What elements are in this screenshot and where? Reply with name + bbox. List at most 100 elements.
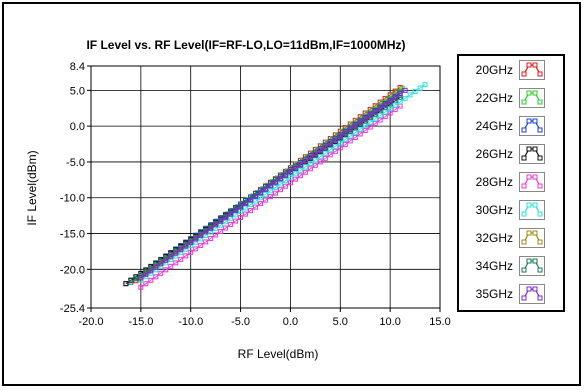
tick-layer: -20.0 -15.0 -10.0 -5.0 0.0 5.0 10.0 15.0 8.4 5.0 0… — [60, 61, 451, 328]
data-point — [292, 171, 298, 177]
legend-marker — [521, 155, 527, 161]
x-tick-label: 0.0 — [283, 316, 298, 328]
data-point — [287, 180, 293, 186]
data-point — [277, 176, 283, 182]
data-point — [302, 169, 308, 175]
legend-marker — [526, 230, 532, 236]
data-point — [282, 178, 288, 184]
data-point — [173, 260, 179, 266]
data-point — [213, 222, 219, 228]
data-point — [198, 236, 204, 242]
data-point — [302, 164, 308, 170]
y-tick-label: -10.0 — [60, 193, 85, 205]
legend-item: 24GHz — [459, 114, 563, 140]
legend-marker — [537, 127, 543, 133]
data-point — [138, 284, 144, 290]
legend-marker — [532, 118, 538, 124]
legend-swatch — [519, 60, 545, 80]
legend-swatch — [519, 284, 545, 304]
data-point — [367, 112, 373, 118]
legend-item: 22GHz — [459, 86, 563, 112]
legend-marker — [526, 286, 532, 292]
y-tick-label: -25.4 — [60, 303, 85, 315]
y-axis-label: IF Level(dBm) — [25, 150, 39, 225]
y-tick-label: 8.4 — [70, 61, 85, 73]
legend-label: 24GHz — [475, 119, 513, 133]
legend-label: 35GHz — [475, 287, 513, 301]
data-point — [248, 197, 254, 203]
data-point — [322, 144, 328, 150]
legend-label: 20GHz — [475, 63, 513, 77]
data-point — [228, 222, 234, 228]
data-point — [188, 249, 194, 255]
data-point — [267, 194, 273, 200]
legend-marker — [532, 202, 538, 208]
legend-marker — [532, 90, 538, 96]
data-point — [198, 232, 204, 238]
data-point — [168, 254, 174, 260]
data-point — [387, 98, 393, 104]
x-tick-label: -5.0 — [231, 316, 250, 328]
legend-label: 32GHz — [475, 231, 513, 245]
data-point — [347, 126, 353, 132]
series-layer — [123, 82, 428, 290]
data-point — [417, 85, 423, 91]
data-point — [193, 246, 199, 252]
data-point — [322, 150, 328, 156]
y-tick-label: 5.0 — [70, 85, 85, 97]
data-point — [213, 232, 219, 238]
data-point — [337, 140, 343, 146]
data-point — [412, 88, 418, 94]
legend-item: 32GHz — [459, 226, 563, 252]
data-point — [238, 215, 244, 221]
data-point — [312, 162, 318, 168]
data-point — [208, 225, 214, 231]
legend-swatch — [519, 172, 545, 192]
data-point — [382, 109, 388, 115]
data-point — [163, 257, 169, 263]
data-point — [322, 155, 328, 161]
y-tick-label: 0.0 — [70, 121, 85, 133]
y-tick-label: -15.0 — [60, 229, 85, 241]
legend-item: 20GHz — [459, 58, 563, 84]
legend-line — [523, 260, 541, 271]
legend-marker — [526, 146, 532, 152]
data-point — [367, 119, 373, 125]
chart-title: IF Level vs. RF Level(IF=RF-LO,LO=11dBm,… — [86, 38, 405, 52]
data-point — [342, 130, 348, 136]
data-point — [203, 239, 209, 245]
data-point — [307, 155, 313, 161]
data-point — [282, 172, 288, 178]
data-point — [168, 263, 174, 269]
series-35GHz — [138, 87, 408, 281]
data-point — [138, 272, 144, 278]
data-point — [327, 152, 333, 158]
legend-item: 30GHz — [459, 198, 563, 224]
data-point — [272, 179, 278, 185]
data-point — [143, 269, 149, 275]
legend-marker — [537, 295, 543, 301]
legend-swatch — [519, 116, 545, 136]
legend-label: 28GHz — [475, 175, 513, 189]
legend-line — [523, 120, 541, 131]
legend-marker — [532, 258, 538, 264]
data-point — [248, 202, 254, 208]
data-point — [258, 195, 264, 201]
data-point — [128, 279, 134, 285]
data-point — [422, 82, 428, 88]
data-point — [402, 95, 408, 101]
legend-marker — [532, 230, 538, 236]
series-28GHz — [138, 103, 403, 290]
legend-marker — [521, 71, 527, 77]
legend: 20GHz 22GHz 24GHz 26GHz 28GHz 30GHz 32GHz 34GHz… — [457, 54, 565, 312]
data-point — [253, 204, 259, 210]
legend-marker — [537, 267, 543, 273]
legend-line — [523, 204, 541, 215]
data-point — [332, 137, 338, 143]
data-point — [357, 126, 363, 132]
legend-marker — [521, 239, 527, 245]
data-point — [332, 148, 338, 154]
legend-marker — [537, 99, 543, 105]
x-tick-label: 10.0 — [379, 316, 400, 328]
